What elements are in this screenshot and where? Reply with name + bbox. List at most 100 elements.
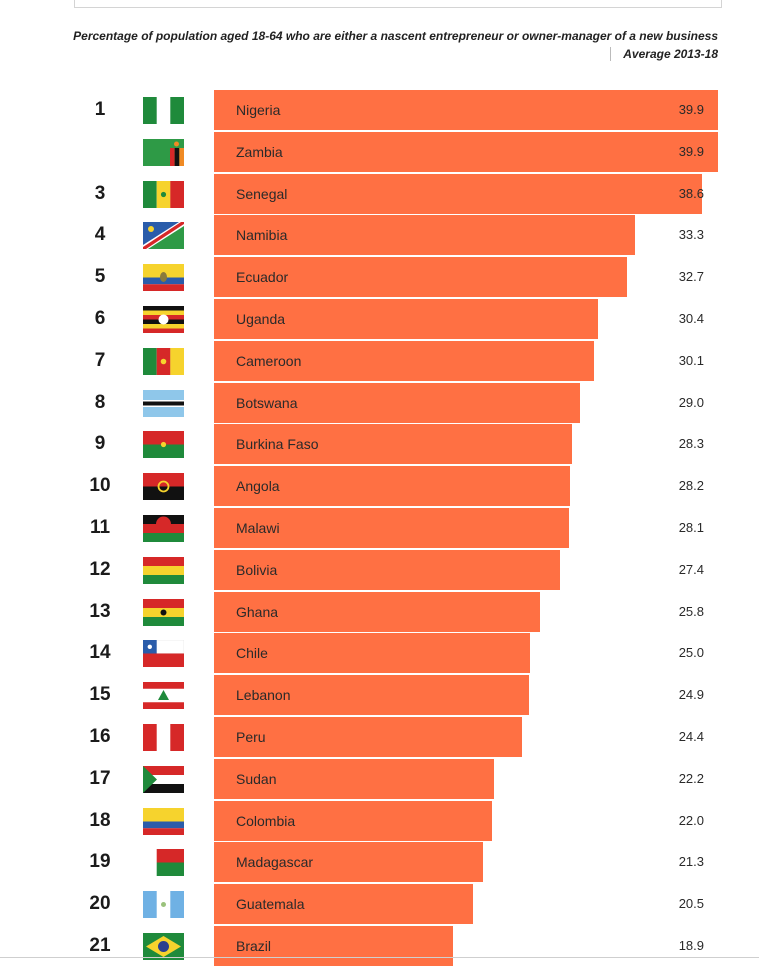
bar: [214, 90, 718, 130]
bar: [214, 466, 571, 507]
data-label: 18.9: [678, 938, 704, 953]
table-row: 6 Uganda 30.4: [0, 299, 759, 339]
chile-flag-icon: [143, 640, 184, 668]
country-label: Peru: [236, 729, 266, 745]
country-label: Bolivia: [236, 561, 278, 578]
data-label: 20.5: [678, 896, 704, 912]
sudan-flag-icon: [143, 765, 184, 793]
table-row: 17 Sudan 22.2: [0, 758, 759, 799]
rank-label: 7: [94, 349, 106, 371]
table-row: 1 Nigeria 39.9: [0, 90, 759, 130]
country-label: Guatemala: [236, 896, 305, 913]
bar: [214, 257, 628, 298]
rank-label: 19: [89, 851, 111, 873]
rank-label: 21: [89, 935, 111, 956]
rank-label: 6: [94, 308, 106, 329]
data-label: 25.8: [678, 603, 704, 619]
top-panel-border: [74, 0, 722, 8]
table-row: 8 Botswana 29.0: [0, 382, 759, 423]
country-label: Cameroon: [236, 352, 302, 369]
table-row: 20 Guatemala 20.5: [0, 884, 759, 925]
bar: [214, 717, 523, 757]
bolivia-flag-icon: [143, 556, 184, 584]
botswana-flag-icon: [143, 389, 184, 417]
bar: [214, 131, 718, 172]
rank-label: [80, 132, 120, 172]
data-label: 22.0: [678, 812, 704, 828]
bar: [214, 299, 598, 339]
ecuador-flag-icon: [143, 264, 184, 292]
table-row: 21 Brazil 18.9: [0, 926, 759, 966]
bottom-divider: [0, 957, 759, 958]
rank-label: 17: [89, 767, 111, 789]
country-label: Namibia: [236, 227, 288, 244]
bar: [214, 884, 473, 925]
rank-label: 12: [89, 558, 111, 580]
brazil-flag-icon: [143, 933, 184, 960]
cameroon-flag-icon: [143, 347, 184, 375]
country-label: Uganda: [236, 311, 286, 327]
rank-label: 8: [94, 391, 106, 413]
table-row: 3 Senegal 38.6: [0, 173, 759, 214]
rank-label: 16: [89, 726, 111, 747]
country-label: Burkina Faso: [236, 436, 319, 453]
bar: [214, 382, 581, 423]
burkina-faso-flag-icon: [143, 431, 184, 459]
data-label: 21.3: [678, 854, 704, 870]
senegal-flag-icon: [143, 180, 184, 208]
table-row: 11 Malawi 28.1: [0, 508, 759, 548]
country-label: Botswana: [236, 394, 298, 411]
country-label: Chile: [236, 645, 268, 662]
table-row: 10 Angola 28.2: [0, 466, 759, 507]
data-label: 32.7: [678, 269, 704, 285]
chart-title: Percentage of population aged 18-64 who …: [73, 29, 718, 43]
rank-label: 1: [94, 99, 106, 120]
bar: [214, 215, 635, 256]
table-row: 5 Ecuador 32.7: [0, 257, 759, 298]
bar: [214, 508, 569, 548]
data-label: 28.2: [678, 478, 704, 494]
bar: [214, 842, 484, 883]
data-label: 39.9: [678, 102, 704, 117]
guatemala-flag-icon: [143, 891, 184, 919]
ghana-flag-icon: [143, 598, 184, 626]
madagascar-flag-icon: [143, 849, 184, 877]
table-row: 7 Cameroon 30.1: [0, 340, 759, 381]
data-label: 29.0: [678, 394, 704, 410]
data-label: 25.0: [678, 645, 704, 661]
bar: [214, 173, 702, 214]
bar: [214, 549, 561, 590]
rank-label: 20: [89, 893, 111, 915]
table-row: 4 Namibia 33.3: [0, 215, 759, 256]
rank-label: 18: [89, 809, 111, 831]
bar: [214, 926, 453, 966]
country-label: Senegal: [236, 185, 288, 202]
country-label: Sudan: [236, 770, 277, 787]
rank-label: 9: [94, 433, 106, 455]
country-label: Lebanon: [236, 687, 291, 704]
country-label: Madagascar: [236, 854, 314, 871]
country-label: Ghana: [236, 603, 279, 620]
data-label: 28.1: [678, 520, 704, 535]
bar: [214, 591, 540, 632]
angola-flag-icon: [143, 473, 184, 501]
table-row: 13 Ghana 25.8: [0, 591, 759, 632]
data-label: 30.4: [678, 311, 704, 326]
table-row: 15 Lebanon 24.9: [0, 675, 759, 716]
data-label: 30.1: [678, 352, 704, 368]
data-label: 33.3: [678, 227, 704, 243]
table-row: 16 Peru 24.4: [0, 717, 759, 757]
data-label: 27.4: [678, 561, 704, 577]
lebanon-flag-icon: [143, 682, 184, 710]
nigeria-flag-icon: [143, 97, 184, 124]
country-label: Nigeria: [236, 102, 281, 118]
zambia-flag-icon: [143, 138, 184, 166]
table-row: 14 Chile 25.0: [0, 633, 759, 674]
bar: [214, 340, 595, 381]
data-label: 38.6: [678, 185, 704, 201]
table-row: 18 Colombia 22.0: [0, 800, 759, 841]
peru-flag-icon: [143, 724, 184, 751]
table-row: 9 Burkina Faso 28.3: [0, 424, 759, 465]
country-label: Brazil: [236, 938, 272, 954]
country-label: Angola: [236, 478, 280, 495]
